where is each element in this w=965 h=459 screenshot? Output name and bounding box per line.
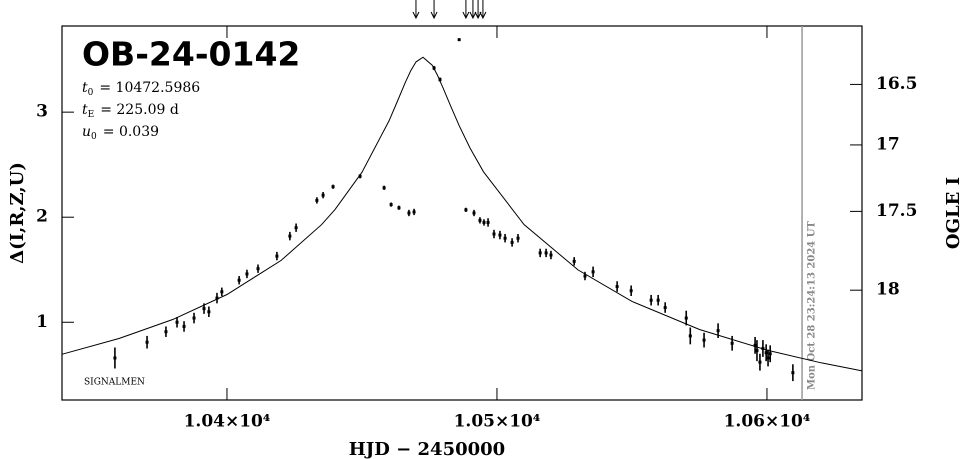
data-point bbox=[237, 278, 241, 282]
data-point bbox=[315, 198, 319, 202]
data-point bbox=[684, 316, 688, 320]
data-point bbox=[591, 270, 595, 274]
data-point bbox=[544, 251, 548, 255]
data-point bbox=[478, 218, 482, 222]
param-value: = 225.09 d bbox=[100, 102, 179, 118]
data-point bbox=[202, 307, 206, 311]
data-point bbox=[755, 349, 759, 353]
data-point bbox=[492, 232, 496, 236]
data-point bbox=[407, 211, 411, 215]
data-point bbox=[730, 341, 734, 345]
param-subscript: E bbox=[88, 110, 95, 120]
param-symbol: t bbox=[82, 102, 88, 118]
data-point bbox=[716, 329, 720, 333]
data-point bbox=[288, 234, 292, 238]
param-value: = 10472.5986 bbox=[99, 80, 200, 96]
data-point bbox=[472, 211, 476, 215]
param-subscript: 0 bbox=[91, 132, 97, 142]
param-value: = 0.039 bbox=[103, 124, 159, 140]
data-point bbox=[397, 206, 401, 210]
data-point bbox=[215, 296, 219, 300]
data-point bbox=[516, 236, 520, 240]
data-point bbox=[549, 253, 553, 257]
data-point bbox=[207, 310, 211, 314]
data-point bbox=[768, 352, 772, 356]
y2-tick-label: 16.5 bbox=[876, 74, 917, 94]
y2-axis-label: OGLE I bbox=[943, 177, 964, 249]
time-arrow bbox=[462, 0, 470, 20]
time-arrow bbox=[474, 0, 482, 20]
data-point bbox=[498, 233, 502, 237]
data-point bbox=[275, 254, 279, 258]
data-point bbox=[145, 340, 149, 344]
data-point bbox=[753, 343, 757, 347]
data-point bbox=[438, 78, 442, 82]
date-label: Mon Oct 28 23:24:13 2024 UT bbox=[807, 221, 818, 390]
data-point bbox=[758, 360, 762, 364]
data-point bbox=[182, 324, 186, 328]
time-arrow bbox=[412, 0, 420, 20]
y2-tick-label: 18 bbox=[876, 280, 900, 300]
param-symbol: t bbox=[82, 80, 88, 96]
data-point bbox=[791, 371, 795, 375]
fit-parameter: u0 = 0.039 bbox=[82, 124, 159, 142]
data-point bbox=[389, 203, 393, 207]
data-point bbox=[412, 210, 416, 214]
model-curve bbox=[62, 56, 862, 372]
note: SIGNALMEN bbox=[84, 378, 145, 388]
fit-parameter: tE = 225.09 d bbox=[82, 102, 179, 120]
data-point bbox=[649, 298, 653, 302]
y-tick-label: 2 bbox=[36, 207, 48, 227]
y-tick-label: 1 bbox=[36, 312, 48, 332]
data-point bbox=[538, 251, 542, 255]
data-point bbox=[764, 351, 768, 355]
data-point bbox=[457, 38, 461, 42]
x-axis-label: HJD − 2450000 bbox=[349, 439, 505, 459]
data-point bbox=[113, 356, 117, 360]
param-symbol: u bbox=[82, 124, 91, 140]
data-point bbox=[464, 208, 468, 212]
data-point bbox=[220, 290, 224, 294]
data-point bbox=[175, 320, 179, 324]
data-point bbox=[583, 274, 587, 278]
data-point bbox=[663, 306, 667, 310]
x-tick-label: 1.04×10⁴ bbox=[184, 412, 271, 432]
data-point bbox=[572, 259, 576, 263]
time-arrow bbox=[430, 0, 438, 20]
data-point bbox=[358, 174, 362, 178]
data-point bbox=[688, 334, 692, 338]
data-point bbox=[331, 185, 335, 189]
data-point bbox=[486, 220, 490, 224]
data-point bbox=[615, 285, 619, 289]
x-tick-label: 1.05×10⁴ bbox=[454, 412, 541, 432]
data-point bbox=[482, 220, 486, 224]
data-point bbox=[766, 356, 770, 360]
data-point bbox=[245, 272, 249, 276]
plot-frame bbox=[61, 25, 863, 401]
time-arrow bbox=[469, 0, 477, 20]
data-point bbox=[761, 347, 765, 351]
data-point bbox=[629, 289, 633, 293]
data-point bbox=[382, 186, 386, 190]
data-point bbox=[510, 240, 514, 244]
data-point bbox=[256, 267, 260, 271]
fit-parameter: t0 = 10472.5986 bbox=[82, 80, 200, 98]
data-point bbox=[294, 226, 298, 230]
data-point bbox=[503, 236, 507, 240]
data-point bbox=[321, 193, 325, 197]
y-tick-label: 3 bbox=[36, 102, 48, 122]
y2-tick-label: 17.5 bbox=[876, 201, 917, 221]
data-point bbox=[656, 298, 660, 302]
data-point bbox=[192, 316, 196, 320]
param-subscript: 0 bbox=[88, 88, 94, 98]
time-arrow bbox=[479, 0, 487, 20]
data-point bbox=[432, 66, 436, 70]
data-point bbox=[164, 330, 168, 334]
y2-tick-label: 17 bbox=[876, 134, 900, 154]
x-tick-label: 1.06×10⁴ bbox=[724, 412, 811, 432]
data-point bbox=[702, 338, 706, 342]
y-axis-label: Δ(I,R,Z,U) bbox=[7, 162, 28, 264]
chart-title: OB-24-0142 bbox=[82, 35, 300, 74]
